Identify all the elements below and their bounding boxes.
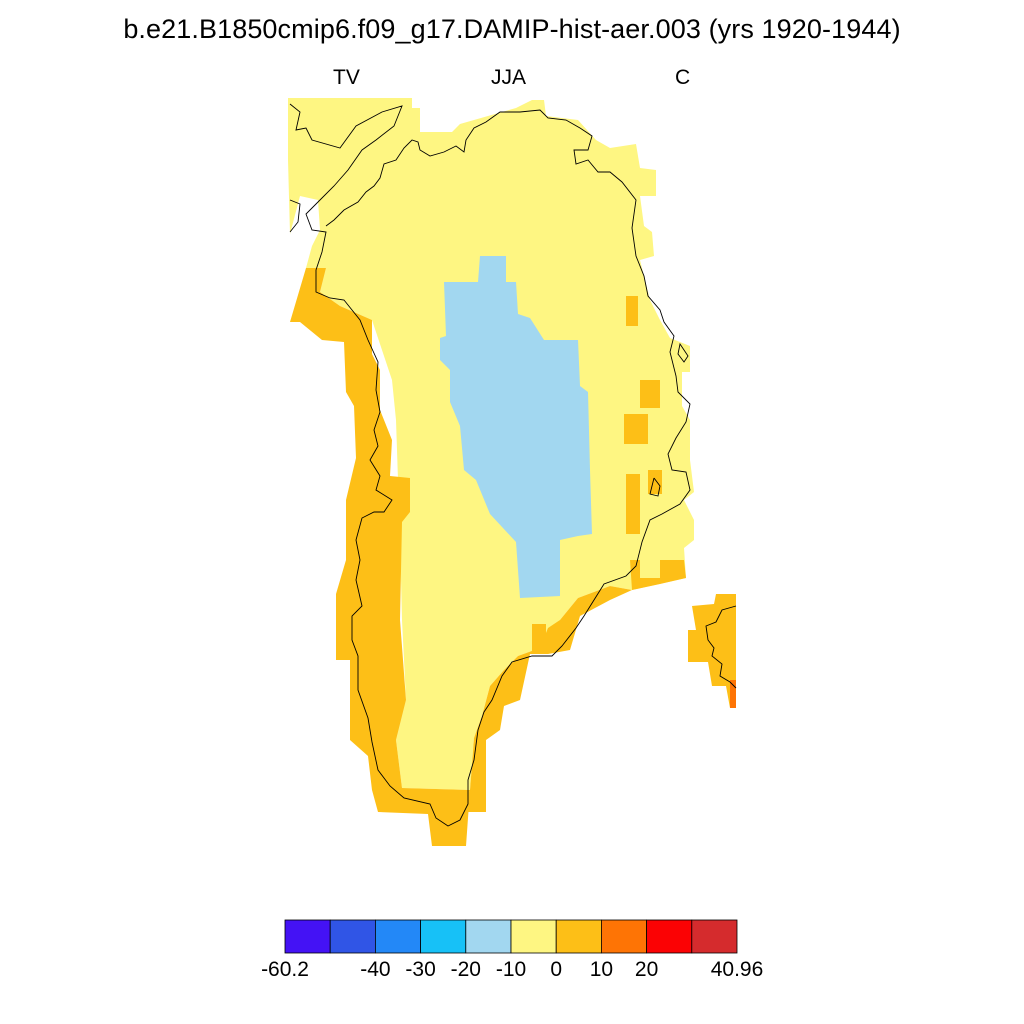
island-orange	[688, 594, 736, 708]
land-region-orange-west	[290, 268, 470, 846]
colorbar-box	[555, 919, 602, 954]
colorbar-box	[510, 919, 557, 954]
colorbar-label: -10	[495, 958, 527, 981]
subtitle-left: TV	[333, 66, 360, 89]
land-region-orange-south	[466, 560, 686, 812]
subtitle-center: JJA	[491, 66, 527, 89]
land-patch-orange	[624, 414, 648, 444]
colorbar-label: 20	[634, 958, 659, 981]
colorbar-label: 40.96	[710, 958, 764, 981]
colorbar-box	[329, 919, 376, 954]
land-patch-orange	[626, 474, 640, 534]
coastline-island	[705, 605, 737, 689]
island-hot-spot	[730, 680, 736, 708]
coastline	[289, 103, 691, 827]
land-region-blue	[440, 256, 592, 598]
colorbar-box	[691, 919, 738, 954]
colorbar-label: -30	[405, 958, 436, 981]
coastline-inlet	[649, 342, 689, 497]
colorbar-box	[646, 919, 693, 954]
subtitle-right: C	[675, 66, 691, 89]
colorbar-box	[420, 919, 467, 954]
colorbar-box	[374, 919, 421, 954]
colorbar-box	[284, 919, 331, 954]
colorbar-label: 10	[589, 958, 614, 981]
colorbar-label: 0	[550, 958, 563, 981]
colorbar-label: -40	[360, 958, 391, 981]
colorbar-label: -60.2	[261, 958, 309, 981]
land-patch-orange	[640, 380, 660, 408]
land-patch-orange	[532, 624, 546, 654]
land-patch-orange	[626, 296, 638, 326]
colorbar-box	[465, 919, 512, 954]
plot-title: b.e21.B1850cmip6.f09_g17.DAMIP-hist-aer.…	[123, 14, 901, 44]
colorbar-label: -20	[450, 958, 481, 981]
coastline-north-strait	[289, 199, 301, 233]
colorbar-box	[601, 919, 648, 954]
